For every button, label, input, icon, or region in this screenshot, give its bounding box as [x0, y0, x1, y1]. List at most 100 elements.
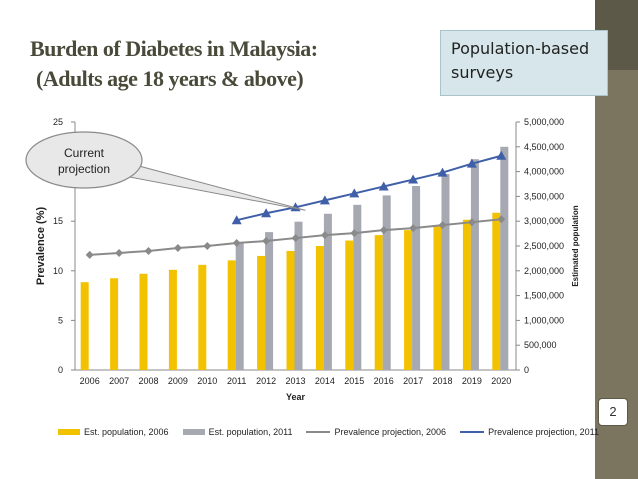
legend-label-est-2011: Est. population, 2011: [208, 427, 293, 437]
x-tick-label: 2018: [432, 376, 452, 386]
x-tick-label: 2016: [374, 376, 394, 386]
x-tick-label: 2020: [491, 376, 511, 386]
legend-swatch-prev-2006: [306, 428, 331, 436]
bar-est-2006: [227, 260, 236, 370]
slide-title: Burden of Diabetes in Malaysia: (Adults …: [30, 34, 450, 94]
bar-est-2006: [433, 225, 442, 370]
bar-est-2006: [374, 235, 383, 370]
y-axis-right-title: Estimated population: [571, 205, 580, 286]
bar-est-2006: [286, 250, 295, 370]
bar-est-2006: [404, 230, 413, 370]
bar-est-2011: [265, 232, 274, 370]
bar-est-2011: [382, 195, 391, 370]
bar-est-2011: [323, 213, 332, 370]
point-prev-2006: [409, 224, 418, 233]
point-prev-2011: [378, 181, 389, 191]
point-prev-2006: [379, 226, 388, 235]
bar-est-2006: [139, 273, 148, 370]
point-prev-2006: [291, 234, 300, 243]
legend-item-prev-2011: Prevalence projection, 2011: [460, 427, 599, 437]
point-prev-2006: [320, 231, 329, 240]
bar-est-2006: [110, 278, 119, 370]
y-right-tick-label: 500,000: [524, 340, 557, 350]
y-right-tick-label: 2,000,000: [524, 266, 564, 276]
callout-text-line2: projection: [58, 162, 110, 176]
point-prev-2006: [115, 248, 124, 257]
y-left-tick-label: 25: [53, 117, 63, 127]
bar-est-2006: [168, 269, 177, 370]
survey-callout-box: Population-based surveys: [440, 30, 608, 96]
bar-est-2011: [412, 185, 421, 370]
point-prev-2011: [496, 150, 507, 160]
point-prev-2006: [497, 215, 506, 224]
legend-item-prev-2006: Prevalence projection, 2006: [306, 427, 446, 437]
x-tick-label: 2011: [227, 376, 246, 386]
bar-est-2006: [492, 212, 501, 370]
bar-est-2011: [294, 221, 303, 370]
x-tick-label: 2009: [168, 376, 188, 386]
callout-line-2: surveys: [451, 63, 514, 82]
x-tick-label: 2007: [109, 376, 129, 386]
title-line-1: Burden of Diabetes in Malaysia:: [30, 36, 318, 61]
bar-est-2006: [345, 240, 354, 370]
callout-oval: [25, 131, 143, 189]
point-prev-2011: [349, 188, 360, 198]
bar-est-2006: [257, 255, 266, 370]
point-prev-2006: [438, 221, 447, 230]
x-tick-label: 2017: [403, 376, 423, 386]
y-left-tick-label: 0: [58, 365, 63, 375]
x-tick-label: 2006: [80, 376, 100, 386]
x-tick-label: 2014: [315, 376, 335, 386]
bar-est-2006: [315, 246, 324, 370]
y-right-tick-label: 4,500,000: [524, 142, 564, 152]
point-prev-2011: [466, 158, 477, 168]
bar-est-2006: [80, 282, 89, 370]
legend-label-prev-2011: Prevalence projection, 2011: [488, 427, 599, 437]
y-right-tick-label: 3,000,000: [524, 216, 564, 226]
callout-text-line1: Current: [64, 146, 105, 160]
x-axis-title: Year: [286, 392, 306, 402]
point-prev-2006: [85, 250, 94, 259]
y-right-tick-label: 2,500,000: [524, 241, 564, 251]
y-right-tick-label: 1,000,000: [524, 315, 564, 325]
point-prev-2006: [467, 218, 476, 227]
line-prev-2011: [236, 154, 502, 222]
legend-swatch-est-2006: [58, 429, 80, 435]
chart-legend: Est. population, 2006 Est. population, 2…: [58, 425, 599, 439]
legend-label-prev-2006: Prevalence projection, 2006: [334, 427, 447, 437]
point-prev-2006: [232, 239, 241, 248]
bar-est-2011: [470, 159, 479, 370]
y-left-tick-label: 10: [53, 266, 63, 276]
x-tick-label: 2008: [138, 376, 158, 386]
y-left-tick-label: 5: [58, 315, 63, 325]
y-right-tick-label: 4,000,000: [524, 167, 564, 177]
point-prev-2011: [408, 174, 419, 184]
legend-item-est-2006: Est. population, 2006: [58, 427, 169, 437]
bar-est-2006: [198, 264, 207, 370]
point-prev-2006: [144, 246, 153, 255]
legend-swatch-prev-2011: [460, 428, 485, 436]
point-prev-2011: [231, 215, 242, 225]
bar-est-2011: [353, 204, 362, 370]
y-right-tick-label: 3,500,000: [524, 191, 564, 201]
y-right-tick-label: 5,000,000: [524, 117, 564, 127]
y-right-tick-label: 0: [524, 365, 529, 375]
bar-est-2011: [500, 146, 509, 370]
y-axis-left-title: Prevalence (%): [35, 207, 47, 286]
callout-joint-cover: [110, 161, 126, 173]
point-prev-2006: [203, 242, 212, 250]
x-tick-label: 2013: [285, 376, 305, 386]
title-line-2: (Adults age 18 years & above): [36, 66, 304, 91]
point-prev-2006: [350, 229, 359, 238]
slide-number: 2: [598, 398, 628, 426]
legend-swatch-est-2011: [182, 429, 205, 435]
callout-pointer: [113, 161, 306, 211]
point-prev-2006: [173, 243, 182, 252]
point-prev-2011: [319, 195, 330, 205]
point-prev-2011: [437, 167, 448, 177]
legend-label-est-2006: Est. population, 2006: [84, 427, 169, 437]
x-tick-label: 2019: [462, 376, 482, 386]
bar-est-2006: [462, 219, 471, 370]
point-prev-2011: [261, 208, 272, 218]
